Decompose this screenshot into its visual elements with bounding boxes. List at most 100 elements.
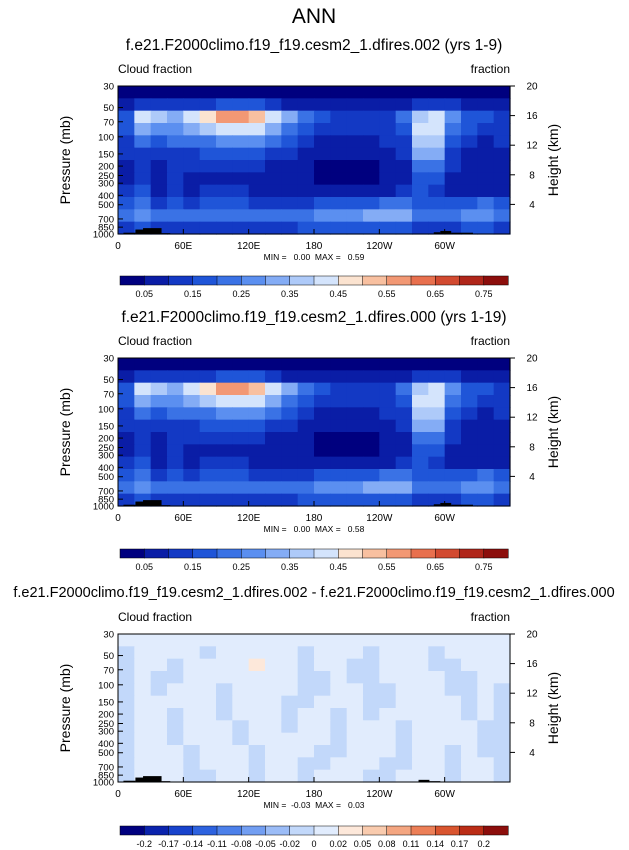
heatmap-cell	[281, 86, 299, 99]
heatmap-cell	[444, 432, 462, 445]
heatmap-cell	[493, 110, 511, 124]
heatmap-cell	[232, 382, 250, 396]
heatmap-cell	[461, 419, 478, 433]
heatmap-cell	[346, 86, 364, 99]
heatmap-cell	[461, 370, 478, 384]
heatmap-cell	[314, 745, 331, 758]
heatmap-cell	[232, 123, 250, 136]
heatmap-cell	[444, 86, 462, 99]
heatmap-cell	[297, 769, 315, 783]
heatmap-cell	[167, 358, 184, 371]
heatmap-cell	[216, 358, 233, 371]
heatmap-cell	[199, 671, 217, 684]
heatmap-cell	[379, 209, 397, 223]
heatmap-cell	[444, 135, 462, 149]
heatmap-cell	[412, 370, 429, 384]
colorbar-swatch	[386, 548, 412, 559]
heatmap-cell	[412, 407, 429, 421]
y-tick-label: 50	[103, 103, 114, 114]
heatmap-cell	[395, 395, 413, 408]
heatmap-cell	[232, 757, 250, 771]
heatmap-cell	[346, 123, 364, 136]
heatmap-cell	[330, 493, 348, 507]
heatmap-cell	[150, 456, 168, 470]
heatmap-cell	[281, 382, 299, 396]
heatmap-cell	[248, 147, 266, 161]
heatmap-cell	[412, 634, 429, 647]
y-tick-label: 400	[98, 463, 114, 474]
heatmap-cell	[477, 745, 495, 758]
heatmap-cell	[412, 86, 429, 99]
heatmap-cell	[134, 419, 152, 433]
heatmap-cell	[444, 358, 462, 371]
y2-axis-title: Height (km)	[545, 672, 561, 744]
heatmap-cell	[167, 671, 184, 684]
heatmap-cell	[232, 432, 250, 445]
heatmap-cell	[330, 135, 348, 149]
heatmap	[118, 358, 511, 507]
heatmap-cell	[395, 683, 413, 697]
heatmap-cell	[346, 683, 364, 697]
heatmap-cell	[297, 86, 315, 99]
colorbar-swatch	[119, 275, 145, 286]
heatmap-cell	[183, 110, 201, 124]
heatmap-cell	[395, 370, 413, 384]
y-tick-label: 850	[98, 223, 114, 234]
colorbar-swatch	[192, 548, 218, 559]
heatmap-cell	[314, 720, 331, 734]
heatmap-cell	[216, 444, 233, 458]
heatmap-cell	[493, 757, 511, 771]
heatmap-cell	[134, 469, 152, 482]
heatmap-cell	[493, 708, 511, 721]
heatmap-cell	[477, 683, 495, 697]
heatmap-cell	[412, 160, 429, 173]
heatmap-cell	[395, 745, 413, 758]
heatmap-cell	[314, 683, 331, 697]
heatmap-cell	[216, 123, 233, 136]
heatmap-cell	[314, 135, 331, 149]
heatmap-cell	[183, 646, 201, 660]
heatmap-cell	[444, 720, 462, 734]
heatmap-cell	[134, 695, 152, 709]
heatmap-cell	[330, 683, 348, 697]
heatmap-cell	[346, 757, 364, 771]
heatmap-cell	[493, 395, 511, 408]
y-tick-label: 400	[98, 739, 114, 750]
colorbar-swatch	[313, 548, 339, 559]
heatmap-cell	[314, 358, 331, 371]
colorbar-swatch	[265, 825, 291, 836]
heatmap-cell	[118, 732, 135, 746]
heatmap-cell	[167, 86, 184, 99]
heatmap-cell	[118, 658, 135, 672]
heatmap-cell	[395, 147, 413, 161]
heatmap-cell	[216, 493, 233, 507]
heatmap-cell	[232, 683, 250, 697]
heatmap-cell	[428, 358, 446, 371]
heatmap-cell	[118, 110, 135, 124]
heatmap-cell	[379, 481, 397, 495]
heatmap-cell	[330, 110, 348, 124]
heatmap-cell	[444, 745, 462, 758]
heatmap-cell	[444, 197, 462, 210]
heatmap-cell	[281, 456, 299, 470]
heatmap-cell	[330, 469, 348, 482]
heatmap-cell	[363, 395, 380, 408]
heatmap-cell	[248, 695, 266, 709]
x-tick-label: 120W	[366, 513, 393, 524]
heatmap-cell	[232, 98, 250, 112]
heatmap-cell	[134, 209, 152, 223]
x-tick-label: 60W	[434, 513, 455, 524]
heatmap-cell	[395, 184, 413, 198]
heatmap-cell	[118, 123, 135, 136]
heatmap-cell	[297, 358, 315, 371]
heatmap-cell	[379, 646, 397, 660]
y-tick-label: 300	[98, 179, 114, 190]
heatmap-cell	[330, 209, 348, 223]
heatmap-cell	[314, 407, 331, 421]
x-tick-label: 120E	[237, 789, 261, 800]
heatmap-cell	[477, 646, 495, 660]
colorbar-swatch	[410, 548, 436, 559]
heatmap-cell	[477, 708, 495, 721]
heatmap-cell	[395, 481, 413, 495]
heatmap-cell	[493, 197, 511, 210]
